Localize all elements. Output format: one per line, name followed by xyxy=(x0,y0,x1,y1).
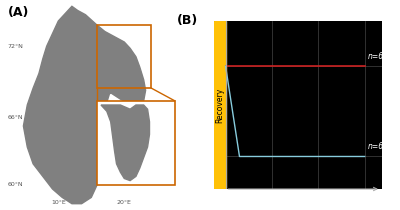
Text: 10°E: 10°E xyxy=(51,200,66,205)
Polygon shape xyxy=(101,105,150,181)
Text: Recovery: Recovery xyxy=(215,87,224,123)
Text: 72°N: 72°N xyxy=(8,44,24,49)
FancyBboxPatch shape xyxy=(97,101,175,185)
Text: 20°E: 20°E xyxy=(117,200,132,205)
Bar xyxy=(214,21,226,189)
Text: (B): (B) xyxy=(177,14,198,27)
Text: 66°N: 66°N xyxy=(8,115,24,120)
Text: n=6: n=6 xyxy=(368,142,384,151)
Polygon shape xyxy=(23,6,146,204)
Text: n=6: n=6 xyxy=(368,52,384,61)
Text: 60°N: 60°N xyxy=(8,182,24,187)
Polygon shape xyxy=(105,94,136,126)
Text: (A): (A) xyxy=(8,6,29,19)
